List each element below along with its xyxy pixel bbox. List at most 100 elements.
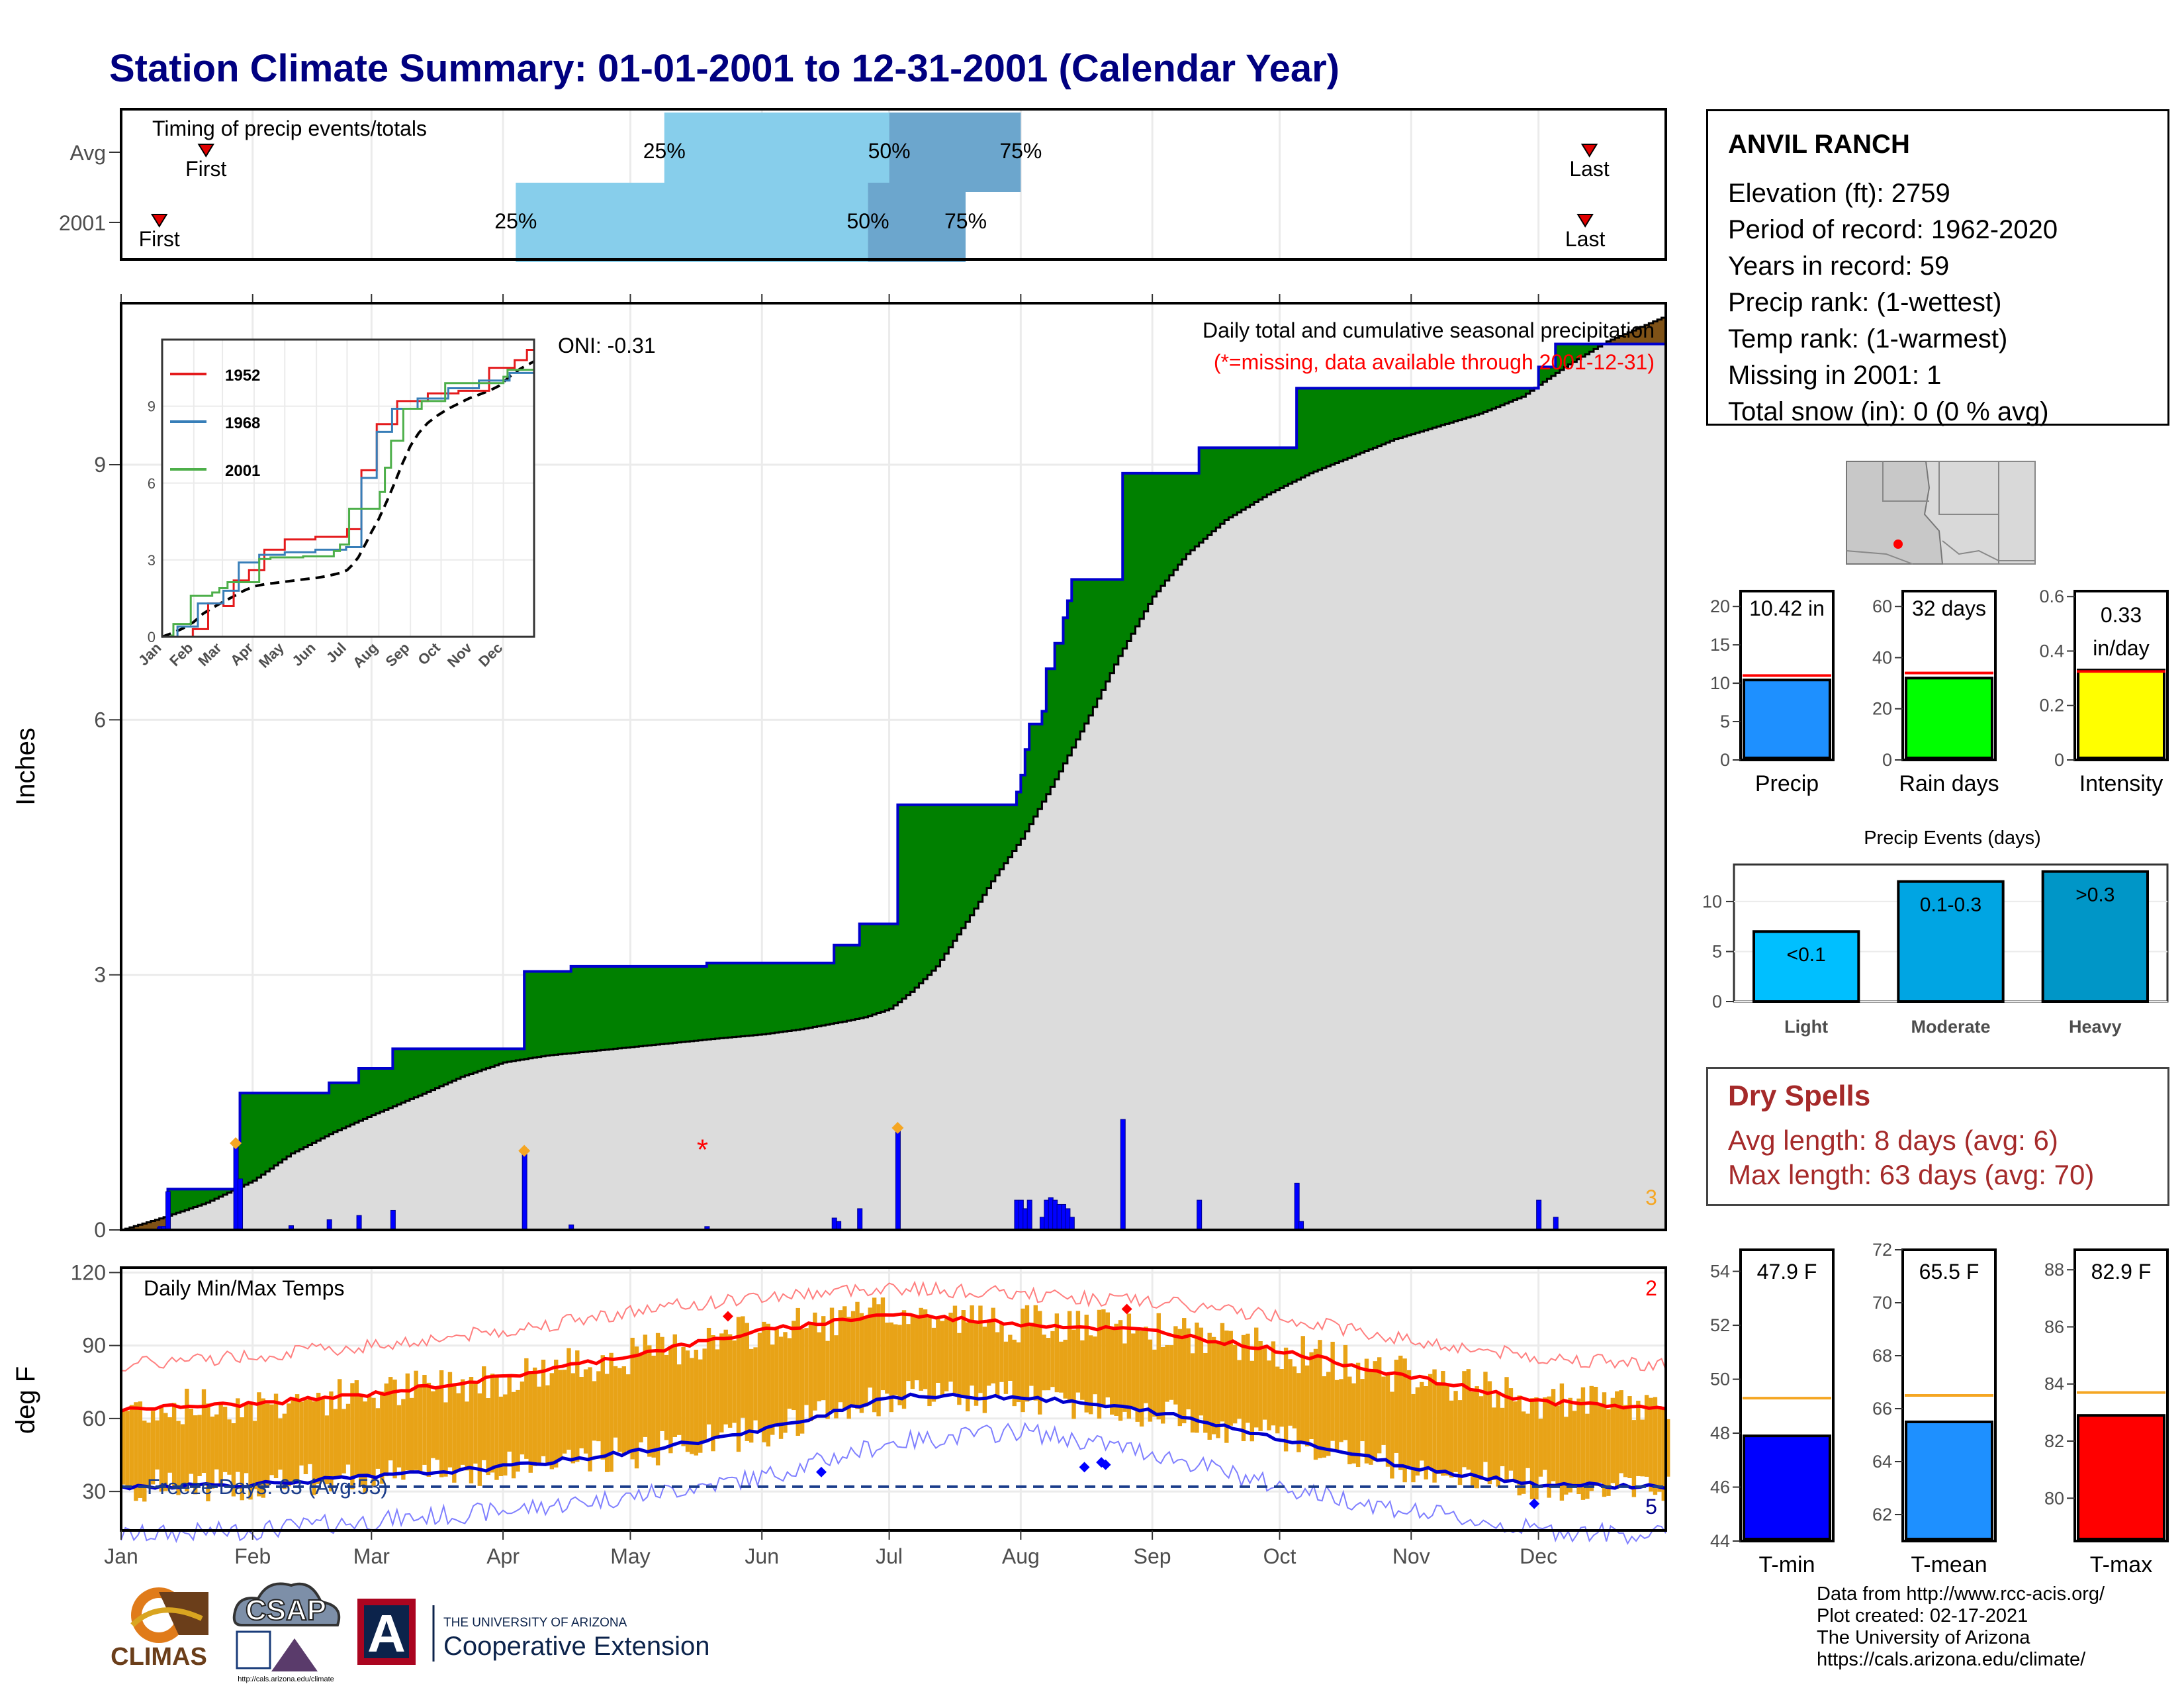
temp-daily-bar — [1029, 1323, 1034, 1386]
temp-summary-t-min-y-tick-label: 54 — [1710, 1262, 1730, 1282]
temp-daily-bar — [1292, 1366, 1297, 1429]
temp-daily-bar — [1487, 1381, 1492, 1485]
temp-daily-bar — [176, 1421, 181, 1495]
temp-daily-bar — [1496, 1392, 1500, 1487]
ua-big-text: Cooperative Extension — [443, 1632, 709, 1661]
temp-daily-bar — [1241, 1335, 1246, 1442]
precip-daily-bar — [1069, 1217, 1075, 1231]
temp-y-tick-label: 60 — [82, 1407, 106, 1430]
temp-daily-bar — [1169, 1345, 1174, 1400]
temp-daily-bar — [163, 1413, 168, 1491]
temp-chart: Daily Min/Max Temps Freeze Days: 63 (Avg:… — [11, 1260, 1670, 1546]
timing-last-label: Last — [1569, 157, 1610, 181]
precip-events-bar-label: 0.1-0.3 — [1920, 894, 1981, 916]
station-info-box: ANVIL RANCH Elevation (ft): 2759 Period … — [1706, 109, 2169, 426]
temp-summary-t-mean-y-tick-label: 72 — [1872, 1240, 1892, 1260]
temp-daily-bar — [1623, 1405, 1628, 1477]
temp-daily-bar — [134, 1402, 138, 1501]
temp-daily-bar — [308, 1397, 312, 1464]
temp-daily-bar — [1377, 1357, 1382, 1454]
rain-days-value: 32 days — [1912, 596, 1986, 620]
precip-y-tick-label: 3 — [94, 963, 106, 987]
credits-url: https://cals.arizona.edu/climate/ — [1817, 1649, 2086, 1670]
temp-daily-bar — [1165, 1344, 1169, 1402]
temp-daily-bar — [596, 1371, 601, 1442]
temp-daily-bar — [859, 1313, 864, 1413]
month-label: Nov — [1392, 1544, 1430, 1568]
temp-daily-bar — [1619, 1390, 1623, 1474]
temp-summary-t-max-y-tick-label: 86 — [2044, 1317, 2064, 1336]
precip-missing-count: 3 — [1645, 1186, 1657, 1209]
temp-daily-bar — [1250, 1360, 1255, 1442]
temp-daily-bar — [999, 1323, 1004, 1382]
temp-daily-bar — [1589, 1385, 1594, 1491]
temp-frame — [120, 1266, 1667, 1532]
precip-intensity-y-tick-label: 0.6 — [2039, 586, 2064, 606]
temp-daily-bar — [1101, 1309, 1106, 1407]
temp-daily-bar — [1008, 1335, 1013, 1381]
temp-daily-bar — [1156, 1313, 1161, 1420]
temp-daily-bar — [473, 1383, 478, 1464]
temp-daily-bar — [1220, 1323, 1225, 1422]
temp-daily-bar — [482, 1366, 486, 1460]
temp-daily-bar — [1088, 1335, 1093, 1415]
temp-daily-bar — [1640, 1419, 1645, 1477]
temp-daily-bar — [834, 1335, 839, 1419]
temp-record-low-point — [1529, 1498, 1540, 1509]
temp-daily-bar — [375, 1408, 381, 1469]
temp-daily-bar — [681, 1346, 686, 1446]
precip-events-category: Light — [1784, 1017, 1828, 1037]
temp-daily-bar — [511, 1391, 516, 1479]
timing-quartile-label: 25% — [643, 139, 686, 163]
inset-y-tick-label: 0 — [148, 629, 156, 645]
precip-rain-days-bar — [1905, 677, 1993, 760]
temp-daily-bar — [121, 1409, 126, 1485]
temp-daily-bar — [1254, 1327, 1259, 1428]
temp-daily-bar — [1508, 1388, 1514, 1471]
temp-summary-t-min-y-tick-label: 46 — [1710, 1477, 1730, 1497]
precip-precip-total-y-tick-label: 0 — [1720, 750, 1730, 770]
temp-daily-bar — [1063, 1339, 1068, 1399]
t-mean-value: 65.5 F — [1919, 1260, 1979, 1284]
t-max-label: T-max — [2090, 1552, 2152, 1577]
month-axis: Jan Feb Mar Apr May Jun Jul Aug Sep Oct Nov Dec — [104, 1530, 1557, 1568]
temp-daily-bar — [1309, 1352, 1314, 1440]
temp-daily-bar — [570, 1373, 576, 1464]
temp-daily-bar — [901, 1310, 907, 1409]
temp-daily-bar — [774, 1327, 779, 1427]
temp-daily-bar — [498, 1396, 504, 1477]
temp-daily-bar — [1334, 1380, 1340, 1451]
logos: CLIMAS CSAP http://cals.arizona.edu/clim… — [109, 1579, 745, 1685]
temp-daily-bar — [1237, 1360, 1242, 1419]
temp-daily-bar — [316, 1393, 321, 1484]
temp-daily-bar — [193, 1415, 198, 1495]
temp-daily-bar — [787, 1338, 792, 1409]
temp-daily-bar — [1267, 1360, 1271, 1430]
temp-daily-bar — [1428, 1374, 1433, 1470]
precip-events-y-tick-label: 5 — [1712, 941, 1722, 961]
temp-daily-bar — [460, 1379, 465, 1465]
temp-daily-bar — [864, 1317, 868, 1407]
temp-daily-bar — [338, 1379, 342, 1479]
csap-url: http://cals.arizona.edu/climate — [238, 1675, 334, 1683]
temp-daily-bar — [855, 1301, 860, 1409]
precip-daily-bar — [326, 1219, 332, 1231]
temp-daily-bar — [1173, 1326, 1178, 1405]
timing-first-marker — [150, 214, 168, 228]
temp-daily-bar — [1148, 1339, 1153, 1422]
temp-record-high-line — [120, 1280, 1666, 1372]
temp-daily-bar — [829, 1307, 835, 1411]
precip-daily-bar — [1120, 1119, 1126, 1231]
temp-daily-bar — [516, 1389, 520, 1472]
precip-events-y-tick-label: 0 — [1712, 992, 1722, 1011]
temp-daily-bar — [1271, 1341, 1276, 1426]
timing-first-marker — [197, 144, 215, 158]
precip-daily-bar — [522, 1152, 527, 1231]
temp-daily-bar — [1021, 1308, 1025, 1413]
temp-daily-bar — [1097, 1309, 1102, 1419]
temp-daily-bar — [520, 1382, 525, 1455]
temp-daily-bar — [252, 1421, 257, 1489]
temp-daily-bar — [180, 1424, 185, 1489]
credits-university: The University of Arizona — [1817, 1627, 2030, 1648]
temp-daily-bar — [1199, 1327, 1204, 1416]
